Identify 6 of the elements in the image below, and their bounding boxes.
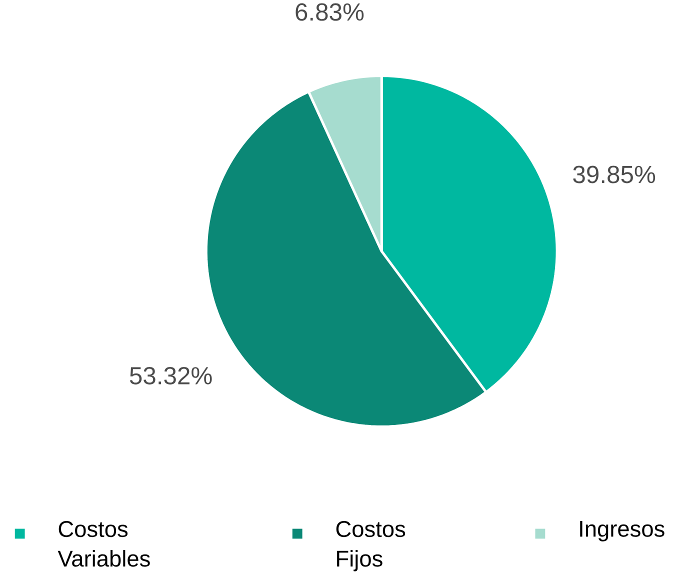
data-label: 39.85% (573, 166, 656, 184)
data-label: 53.32% (130, 366, 212, 384)
legend-label: Costos Variables (58, 520, 150, 567)
legend-label: Ingresos (580, 520, 664, 542)
legend-label: Costos Fijos (336, 520, 406, 572)
data-label: 6.83% (296, 3, 364, 21)
